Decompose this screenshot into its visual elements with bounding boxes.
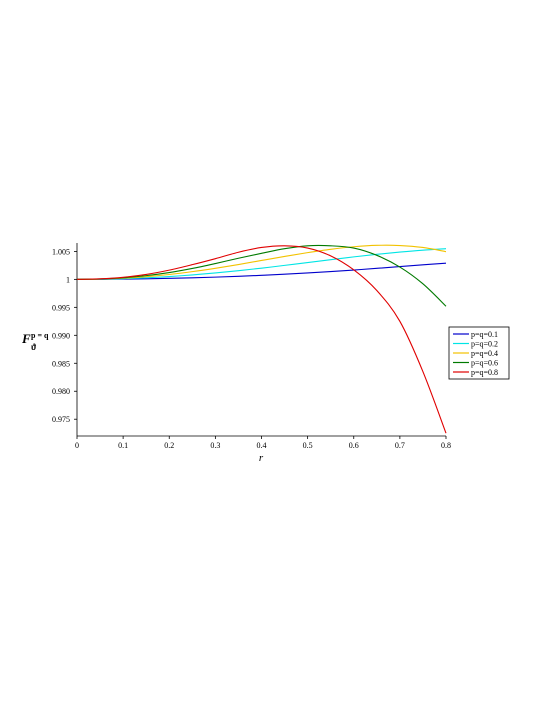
x-tick-label: 0.7 bbox=[395, 441, 405, 450]
series-line-4 bbox=[76, 244, 447, 307]
y-ticks: 1.005 1 0.995 0.990 0.985 0.980 0.975 bbox=[52, 247, 77, 424]
legend: p=q=0.1p=q=0.2p=q=0.4p=q=0.6p=q=0.8 bbox=[448, 326, 510, 380]
y-tick-label: 1 bbox=[66, 275, 70, 284]
x-tick-label: 0.1 bbox=[118, 441, 128, 450]
plot-area: 0 0.1 0.2 0.3 0.4 0.5 0.6 0.7 0.8 1.005 1 0.995 0.9… bbox=[52, 243, 451, 450]
legend-items: p=q=0.1p=q=0.2p=q=0.4p=q=0.6p=q=0.8 bbox=[453, 330, 498, 377]
legend-label: p=q=0.8 bbox=[471, 368, 498, 377]
x-tick-label: 0.5 bbox=[303, 441, 313, 450]
x-tick-label: 0.3 bbox=[210, 441, 220, 450]
series-line-2 bbox=[76, 248, 447, 280]
series-line-3 bbox=[76, 244, 447, 280]
y-axis-title-sup: p = q bbox=[31, 331, 49, 340]
y-axis-title: F p = q ϑ bbox=[21, 331, 49, 352]
x-tick-label: 0.8 bbox=[441, 441, 451, 450]
legend-label: p=q=0.6 bbox=[471, 359, 498, 368]
y-tick-label: 1.005 bbox=[52, 247, 70, 256]
y-tick-label: 0.995 bbox=[52, 303, 70, 312]
legend-label: p=q=0.1 bbox=[471, 330, 498, 339]
legend-label: p=q=0.4 bbox=[471, 349, 498, 358]
y-tick-label: 0.990 bbox=[52, 331, 70, 340]
y-axis-title-main: F bbox=[21, 331, 31, 346]
y-tick-label: 0.980 bbox=[52, 387, 70, 396]
legend-label: p=q=0.2 bbox=[471, 340, 498, 349]
y-tick-label: 0.975 bbox=[52, 415, 70, 424]
x-tick-label: 0.4 bbox=[257, 441, 267, 450]
series-lines bbox=[76, 244, 447, 434]
x-tick-label: 0.2 bbox=[164, 441, 174, 450]
y-axis-title-sub: ϑ bbox=[31, 342, 37, 352]
y-tick-label: 0.985 bbox=[52, 359, 70, 368]
series-line-1 bbox=[76, 262, 447, 280]
x-ticks: 0 0.1 0.2 0.3 0.4 0.5 0.6 0.7 0.8 bbox=[75, 436, 451, 450]
series-line-5 bbox=[76, 245, 447, 434]
x-tick-label: 0.6 bbox=[349, 441, 359, 450]
x-tick-label: 0 bbox=[75, 441, 79, 450]
x-axis-title: r bbox=[259, 452, 264, 464]
